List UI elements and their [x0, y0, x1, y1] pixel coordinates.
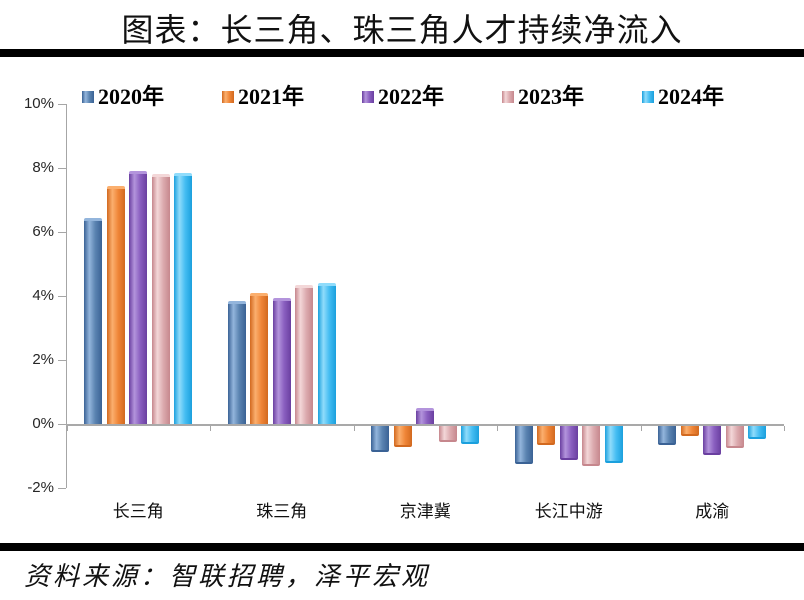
y-axis-line	[66, 104, 67, 488]
bar	[227, 300, 246, 424]
bar	[461, 426, 480, 444]
bar	[250, 292, 269, 424]
x-axis-category-label: 长江中游	[534, 502, 603, 521]
bar	[174, 172, 193, 424]
bar	[272, 297, 291, 424]
bar	[604, 426, 623, 463]
bar	[295, 284, 314, 424]
bar	[537, 426, 556, 446]
x-axis-category-label: 珠三角	[256, 502, 308, 521]
legend-swatch-icon	[82, 91, 94, 103]
bar	[582, 426, 601, 466]
x-axis-tick	[353, 426, 355, 431]
y-axis-tick	[58, 232, 66, 233]
top-divider	[0, 49, 804, 57]
x-axis-category-label: 成渝	[695, 502, 730, 521]
bar	[703, 426, 722, 455]
legend-item: 2020年	[82, 85, 222, 109]
y-axis-tick	[58, 104, 66, 105]
legend-swatch-icon	[502, 91, 514, 103]
chart-legend: 2020年 2021年 2022年 2023年 2024年	[82, 85, 782, 109]
zero-baseline	[66, 424, 784, 426]
y-axis-label: -2%	[27, 479, 54, 496]
bar	[725, 426, 744, 449]
y-axis-label: 8%	[32, 159, 54, 176]
x-axis-category-label: 京津冀	[399, 502, 451, 521]
bar	[514, 426, 533, 465]
legend-swatch-icon	[222, 91, 234, 103]
bottom-divider	[0, 543, 804, 551]
y-axis-tick	[58, 488, 66, 489]
chart-title: 图表：长三角、珠三角人才持续净流入	[121, 12, 683, 48]
legend-label: 2022年	[378, 84, 445, 109]
x-axis-tick	[640, 426, 642, 431]
y-axis-label: 2%	[32, 351, 54, 368]
legend-swatch-icon	[642, 91, 654, 103]
legend-item: 2022年	[362, 85, 502, 109]
legend-label: 2024年	[658, 84, 725, 109]
bar	[106, 185, 125, 424]
bar	[129, 171, 148, 424]
y-axis-label: 4%	[32, 287, 54, 304]
bar	[680, 426, 699, 436]
bar	[393, 426, 412, 447]
legend-item: 2021年	[222, 85, 362, 109]
legend-label: 2021年	[238, 84, 305, 109]
y-axis-label: 6%	[32, 223, 54, 240]
y-axis-tick	[58, 168, 66, 169]
bar	[559, 426, 578, 460]
x-axis-tick	[497, 426, 498, 431]
y-axis-tick	[58, 424, 66, 425]
y-axis-tick	[58, 296, 66, 297]
bar	[371, 426, 390, 452]
bar	[151, 174, 170, 424]
legend-label: 2023年	[518, 84, 585, 109]
bar	[84, 217, 103, 424]
bar	[317, 283, 336, 424]
y-axis-tick	[58, 360, 66, 361]
x-axis-tick	[210, 426, 211, 431]
bar	[416, 408, 435, 424]
bar	[438, 426, 457, 442]
x-axis-tick	[66, 426, 68, 431]
bar	[658, 426, 677, 446]
legend-item: 2023年	[502, 85, 642, 109]
x-axis-category-label: 长三角	[112, 502, 164, 521]
y-axis-label: 0%	[32, 415, 54, 432]
y-axis-label: 10%	[23, 95, 54, 112]
legend-label: 2020年	[98, 84, 165, 109]
bar	[748, 426, 767, 439]
x-axis-tick	[784, 426, 785, 431]
source-note: 资料来源：智联招聘，泽平宏观	[24, 562, 431, 591]
legend-item: 2024年	[642, 85, 782, 109]
legend-swatch-icon	[362, 91, 374, 103]
